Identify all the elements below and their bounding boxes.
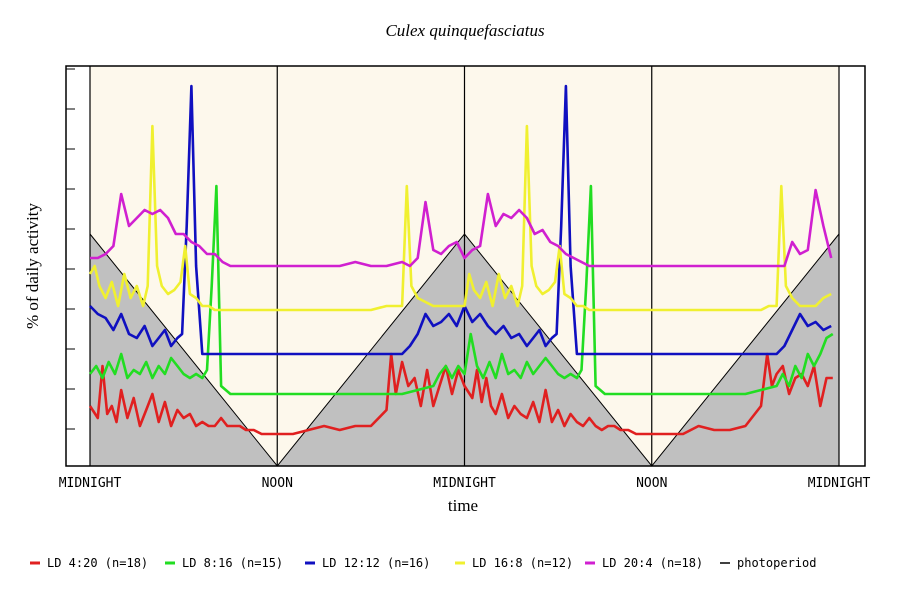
y-axis-ticks (66, 68, 75, 430)
series-line (90, 188, 833, 268)
x-tick-label: NOON (262, 476, 293, 491)
series-line (88, 352, 833, 436)
legend-label: LD 8:16 (n=15) (182, 556, 283, 570)
legend-label: LD 20:4 (n=18) (602, 556, 703, 570)
chart-title: Culex quinquefasciatus (385, 21, 545, 40)
series-line (89, 84, 832, 356)
legend-label: LD 12:12 (n=16) (322, 556, 430, 570)
plot-border (65, 65, 866, 467)
series-line (88, 184, 834, 396)
series-lines (88, 84, 834, 436)
x-axis-tick-labels: MIDNIGHT NOON MIDNIGHT NOON MIDNIGHT (59, 476, 871, 491)
x-axis-label: time (448, 496, 478, 515)
legend: LD 4:20 (n=18) LD 8:16 (n=15) LD 12:12 (n=… (30, 556, 816, 570)
x-tick-label: NOON (636, 476, 667, 491)
legend-label: LD 16:8 (n=12) (472, 556, 573, 570)
x-tick-label: MIDNIGHT (808, 476, 871, 491)
y-axis-label: % of daily activity (23, 202, 42, 329)
plot-frame (65, 65, 866, 467)
series-line (88, 124, 832, 312)
x-tick-label: MIDNIGHT (59, 476, 122, 491)
x-tick-label: MIDNIGHT (433, 476, 496, 491)
legend-label: photoperiod (737, 556, 816, 570)
legend-label: LD 4:20 (n=18) (47, 556, 148, 570)
